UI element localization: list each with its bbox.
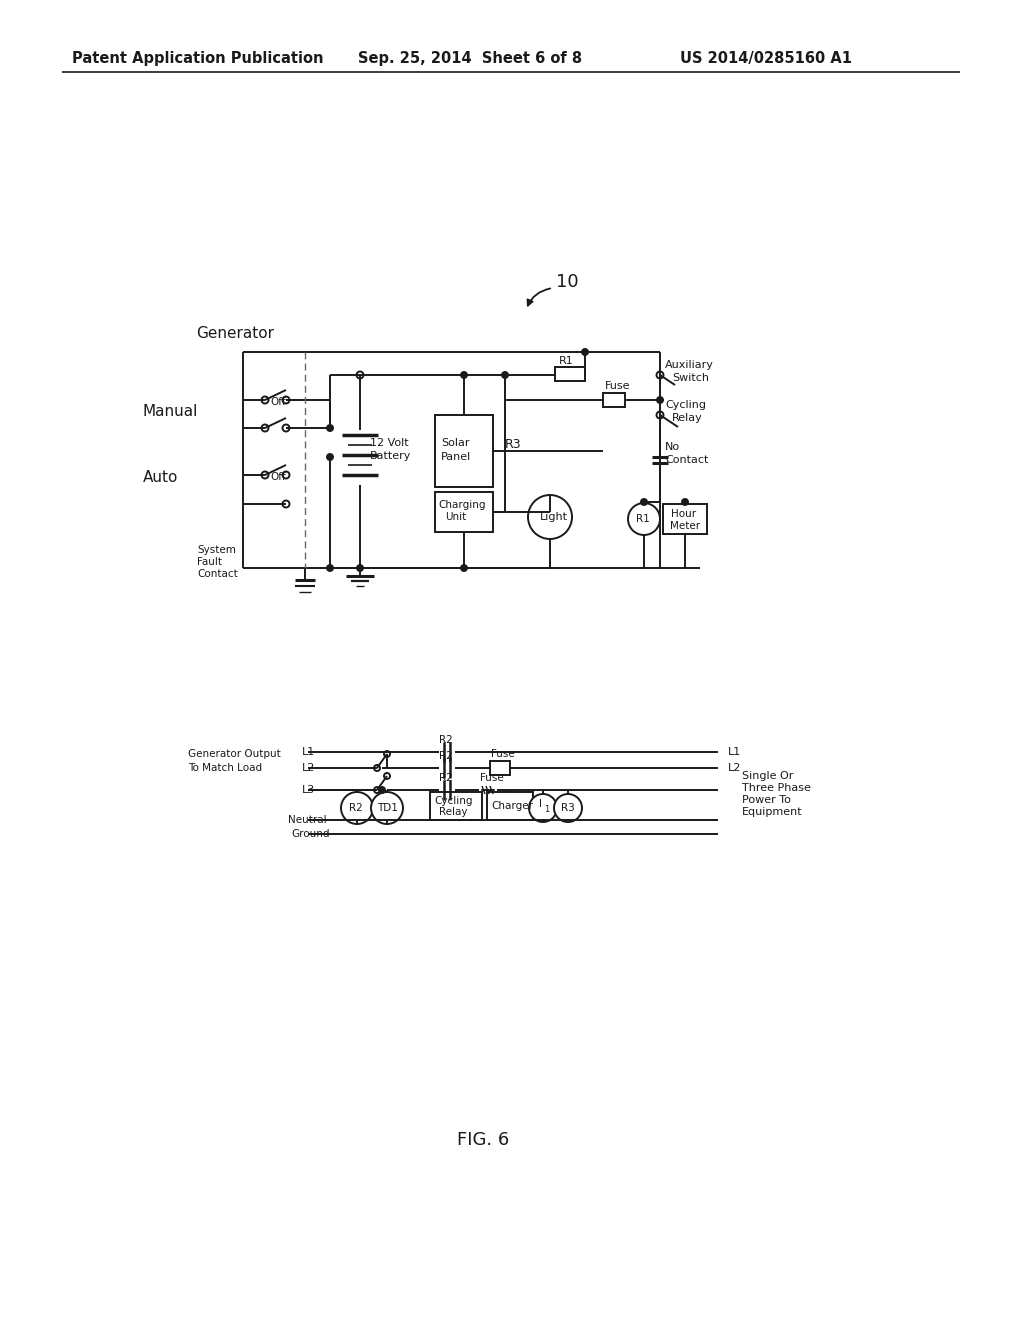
Text: To Match Load: To Match Load xyxy=(188,763,262,774)
Text: Cycling: Cycling xyxy=(434,796,472,807)
Text: Solar: Solar xyxy=(441,438,469,447)
Text: 12 Volt: 12 Volt xyxy=(370,438,409,447)
Circle shape xyxy=(656,371,664,379)
Text: Ground: Ground xyxy=(291,829,330,840)
Text: Meter: Meter xyxy=(670,521,700,531)
Circle shape xyxy=(374,766,380,771)
Text: Off: Off xyxy=(270,473,286,482)
Bar xyxy=(663,504,707,535)
Circle shape xyxy=(261,396,268,404)
Text: R1: R1 xyxy=(636,513,650,524)
Circle shape xyxy=(384,774,390,779)
Text: Switch: Switch xyxy=(672,374,709,383)
Text: US 2014/0285160 A1: US 2014/0285160 A1 xyxy=(680,50,852,66)
Text: Charger: Charger xyxy=(490,801,534,810)
Text: No: No xyxy=(665,442,680,451)
Text: R3: R3 xyxy=(561,803,574,813)
Circle shape xyxy=(327,454,333,459)
Text: R3: R3 xyxy=(505,438,521,451)
Bar xyxy=(435,492,493,532)
Bar xyxy=(435,414,493,487)
Text: Patent Application Publication: Patent Application Publication xyxy=(72,50,324,66)
Circle shape xyxy=(283,500,290,507)
Circle shape xyxy=(374,787,380,793)
Bar xyxy=(555,367,585,381)
Text: Generator Output: Generator Output xyxy=(188,748,281,759)
Text: Generator: Generator xyxy=(196,326,274,341)
Text: R1: R1 xyxy=(559,356,573,366)
Text: FIG. 6: FIG. 6 xyxy=(457,1131,509,1148)
Text: Fuse: Fuse xyxy=(480,774,504,783)
Text: L1: L1 xyxy=(728,747,741,756)
Text: R2: R2 xyxy=(439,751,453,762)
Text: Hour: Hour xyxy=(671,510,696,519)
Text: Panel: Panel xyxy=(441,451,471,462)
Text: Single Or: Single Or xyxy=(742,771,794,781)
Circle shape xyxy=(371,792,403,824)
Text: Contact: Contact xyxy=(197,569,238,579)
Circle shape xyxy=(357,565,362,572)
Circle shape xyxy=(628,503,660,535)
Circle shape xyxy=(529,795,557,822)
Circle shape xyxy=(502,372,508,378)
Text: System: System xyxy=(197,545,236,554)
Text: Equipment: Equipment xyxy=(742,807,803,817)
Text: L1: L1 xyxy=(302,747,315,756)
Circle shape xyxy=(461,372,467,378)
Circle shape xyxy=(327,425,333,432)
Text: 1: 1 xyxy=(544,805,549,814)
Circle shape xyxy=(461,565,467,572)
Circle shape xyxy=(641,499,647,506)
Circle shape xyxy=(283,471,290,479)
Text: Power To: Power To xyxy=(742,795,791,805)
Circle shape xyxy=(283,396,290,404)
Bar xyxy=(487,792,534,820)
Text: I: I xyxy=(539,799,542,809)
Circle shape xyxy=(657,397,663,403)
Text: Contact: Contact xyxy=(665,455,709,465)
Text: Off: Off xyxy=(270,397,286,407)
Text: L2: L2 xyxy=(728,763,741,774)
Circle shape xyxy=(261,425,268,432)
Circle shape xyxy=(582,348,588,355)
Text: R2: R2 xyxy=(439,735,453,744)
Text: Unit: Unit xyxy=(445,512,466,521)
Circle shape xyxy=(261,471,268,479)
Bar xyxy=(490,762,510,775)
Text: Auxiliary: Auxiliary xyxy=(665,360,714,370)
Text: Neutral: Neutral xyxy=(288,814,327,825)
Text: Charging: Charging xyxy=(438,500,485,510)
Text: Three Phase: Three Phase xyxy=(742,783,811,793)
Text: Cycling: Cycling xyxy=(665,400,706,411)
Circle shape xyxy=(341,792,373,824)
Text: R2: R2 xyxy=(349,803,362,813)
Circle shape xyxy=(384,751,390,756)
Text: Light: Light xyxy=(540,512,568,521)
Circle shape xyxy=(356,371,364,379)
Text: Manual: Manual xyxy=(143,404,199,420)
Circle shape xyxy=(682,499,688,506)
Circle shape xyxy=(327,565,333,572)
Circle shape xyxy=(554,795,582,822)
Circle shape xyxy=(656,412,664,418)
Text: Relay: Relay xyxy=(439,807,468,817)
Text: TD1: TD1 xyxy=(377,803,398,813)
Circle shape xyxy=(283,425,290,432)
Bar xyxy=(603,393,625,407)
Bar xyxy=(430,792,482,820)
Text: Fuse: Fuse xyxy=(490,748,515,759)
Circle shape xyxy=(379,787,385,793)
Text: L3: L3 xyxy=(302,785,315,795)
Text: Fault: Fault xyxy=(197,557,222,568)
Text: Auto: Auto xyxy=(143,470,178,486)
Text: R2: R2 xyxy=(439,774,453,783)
Text: Relay: Relay xyxy=(672,413,702,422)
Circle shape xyxy=(528,495,572,539)
Text: L2: L2 xyxy=(302,763,315,774)
Text: Fuse: Fuse xyxy=(605,381,631,391)
Text: 10: 10 xyxy=(556,273,579,290)
Text: Battery: Battery xyxy=(370,451,412,461)
Text: Sep. 25, 2014  Sheet 6 of 8: Sep. 25, 2014 Sheet 6 of 8 xyxy=(358,50,582,66)
